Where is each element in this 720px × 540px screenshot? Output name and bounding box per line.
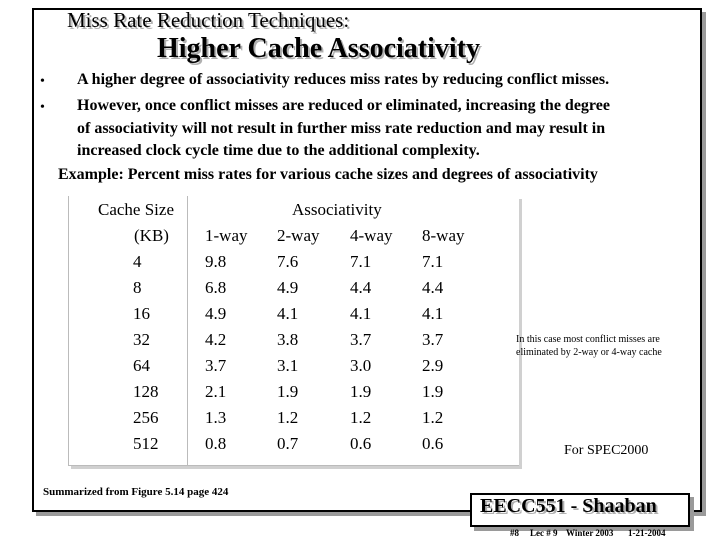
cell-4-way: 3.0 <box>350 356 372 375</box>
conflict-miss-note: In this case most conflict misses are el… <box>516 334 662 358</box>
cell-size: 64 <box>133 356 150 375</box>
footer-date: 1-21-2004 <box>628 528 666 538</box>
cell-4-way: 7.1 <box>350 252 372 271</box>
cell-4-way: 0.6 <box>350 434 372 453</box>
cell-8-way: 1.9 <box>422 382 444 401</box>
bullet-text-1: A higher degree of associativity reduces… <box>77 71 610 88</box>
cell-1-way: 3.7 <box>205 356 227 375</box>
source-citation: Summarized from Figure 5.14 page 424 <box>43 486 229 498</box>
cell-size: 256 <box>133 408 159 427</box>
cell-1-way: 2.1 <box>205 382 227 401</box>
bullet-text-2-line3: increased clock cycle time due to the ad… <box>77 142 480 159</box>
cell-4-way: 3.7 <box>350 330 372 349</box>
cell-2-way: 0.7 <box>277 434 299 453</box>
cell-8-way: 4.4 <box>422 278 444 297</box>
cell-4-way: 4.4 <box>350 278 372 297</box>
cell-2-way: 1.9 <box>277 382 299 401</box>
slide-title: Higher Cache Associativity <box>157 33 481 64</box>
cell-4-way: 4.1 <box>350 304 372 323</box>
cell-8-way: 4.1 <box>422 304 444 323</box>
header-kb: (KB) <box>134 226 169 245</box>
table-frame <box>68 196 519 466</box>
bullet-text-2: However, once conflict misses are reduce… <box>77 97 610 114</box>
cell-size: 32 <box>133 330 150 349</box>
header-cache-size: Cache Size <box>98 200 174 219</box>
footer-slide-number: #8 <box>510 528 519 538</box>
bullet-marker: • <box>40 74 45 89</box>
benchmark-label: For SPEC2000 <box>564 443 649 458</box>
slide-frame <box>32 8 702 512</box>
cell-2-way: 4.9 <box>277 278 299 297</box>
cell-8-way: 2.9 <box>422 356 444 375</box>
footer-lecture: Lec # 9 <box>530 528 558 538</box>
cell-8-way: 7.1 <box>422 252 444 271</box>
cell-8-way: 3.7 <box>422 330 444 349</box>
header-4-way: 4-way <box>350 226 393 245</box>
cell-8-way: 1.2 <box>422 408 444 427</box>
cell-8-way: 0.6 <box>422 434 444 453</box>
cell-2-way: 3.8 <box>277 330 299 349</box>
bullet-text-2-line2: of associativity will not result in furt… <box>77 120 606 137</box>
footer-term: Winter 2003 <box>566 528 614 538</box>
cell-1-way: 4.2 <box>205 330 227 349</box>
header-1-way: 1-way <box>205 226 248 245</box>
cell-4-way: 1.9 <box>350 382 372 401</box>
course-box <box>470 493 690 527</box>
table-column-divider <box>187 196 188 465</box>
cell-size: 512 <box>133 434 159 453</box>
bullet-marker: • <box>40 100 45 115</box>
example-caption: Example: Percent miss rates for various … <box>58 166 598 183</box>
header-associativity: Associativity <box>292 200 382 219</box>
cell-size: 128 <box>133 382 159 401</box>
cell-2-way: 1.2 <box>277 408 299 427</box>
cell-1-way: 0.8 <box>205 434 227 453</box>
cell-1-way: 6.8 <box>205 278 227 297</box>
cell-2-way: 4.1 <box>277 304 299 323</box>
cell-size: 16 <box>133 304 150 323</box>
cell-size: 4 <box>133 252 142 271</box>
cell-2-way: 7.6 <box>277 252 299 271</box>
cell-1-way: 4.9 <box>205 304 227 323</box>
header-8-way: 8-way <box>422 226 465 245</box>
cell-size: 8 <box>133 278 142 297</box>
cell-1-way: 9.8 <box>205 252 227 271</box>
cell-1-way: 1.3 <box>205 408 227 427</box>
cell-2-way: 3.1 <box>277 356 299 375</box>
header-2-way: 2-way <box>277 226 320 245</box>
course-label: EECC551 - Shaaban <box>480 495 657 517</box>
slide-subtitle: Miss Rate Reduction Techniques: <box>67 8 350 32</box>
cell-4-way: 1.2 <box>350 408 372 427</box>
